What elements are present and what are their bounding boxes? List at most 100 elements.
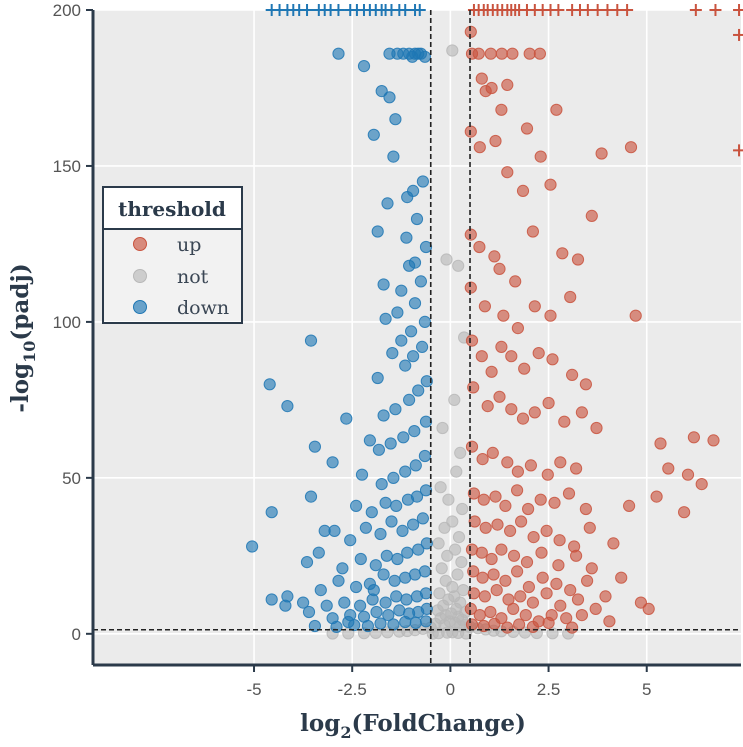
point-down xyxy=(370,605,383,619)
point-down xyxy=(383,91,396,104)
point-down xyxy=(391,552,404,566)
point-up xyxy=(495,340,508,353)
point-up xyxy=(484,47,497,60)
point-not xyxy=(440,253,453,266)
point-not xyxy=(450,465,463,478)
capped-down-point xyxy=(413,4,426,16)
point-up xyxy=(476,453,489,466)
point-down xyxy=(355,468,369,481)
point-up xyxy=(564,290,577,304)
point-up xyxy=(478,300,491,313)
point-down xyxy=(416,512,429,525)
point-up xyxy=(548,496,561,509)
point-not xyxy=(454,446,467,459)
capped-up-point xyxy=(733,144,743,157)
x-axis-title: log2(FoldChange) xyxy=(300,710,526,742)
axes: 0 50 100 150 200 -5 -2.5 0 2.5 5 xyxy=(53,1,741,699)
point-down xyxy=(383,47,396,60)
point-up xyxy=(546,353,559,366)
point-down xyxy=(388,574,401,587)
point-down xyxy=(412,543,425,556)
point-up xyxy=(507,549,521,562)
point-down xyxy=(263,378,276,391)
point-up xyxy=(595,147,608,160)
point-down xyxy=(371,371,384,385)
point-up xyxy=(489,490,502,503)
capped-up-point xyxy=(552,4,565,16)
point-down xyxy=(354,599,367,612)
x-tick-label: 5 xyxy=(642,680,651,699)
point-up xyxy=(562,487,576,500)
point-up xyxy=(533,47,547,60)
point-up xyxy=(484,605,497,619)
point-up xyxy=(554,599,567,612)
point-down xyxy=(412,384,425,397)
point-down xyxy=(418,315,431,328)
point-down xyxy=(389,113,402,126)
point-not xyxy=(460,627,473,640)
point-up xyxy=(510,565,524,578)
point-down xyxy=(390,590,403,603)
point-down xyxy=(369,559,382,572)
point-up xyxy=(473,609,486,622)
point-up xyxy=(615,571,628,584)
point-down xyxy=(371,225,384,238)
point-up xyxy=(524,459,538,472)
point-up xyxy=(540,587,553,600)
point-down xyxy=(330,620,343,634)
point-up xyxy=(629,309,642,322)
point-up xyxy=(505,350,518,363)
point-down xyxy=(246,540,259,553)
point-down xyxy=(395,334,408,347)
point-up xyxy=(522,502,535,516)
point-not xyxy=(434,481,447,494)
point-not xyxy=(455,556,468,569)
point-down xyxy=(380,549,393,562)
point-down xyxy=(390,499,403,512)
point-down xyxy=(401,493,415,506)
point-up xyxy=(501,621,514,634)
point-up xyxy=(514,590,527,603)
legend-label-down: down xyxy=(177,297,229,319)
point-down xyxy=(420,537,433,550)
point-up xyxy=(624,141,638,154)
point-up xyxy=(488,617,501,630)
point-down xyxy=(332,47,345,60)
point-down xyxy=(350,580,363,594)
point-up xyxy=(541,468,554,481)
point-down xyxy=(308,440,321,453)
point-up xyxy=(678,506,691,519)
x-tick-label: 2.5 xyxy=(537,680,561,699)
point-down xyxy=(361,619,374,633)
legend-title: threshold xyxy=(118,197,226,221)
capped-down-point xyxy=(301,4,314,16)
point-up xyxy=(583,521,596,534)
point-not xyxy=(446,44,459,57)
point-down xyxy=(385,515,398,528)
point-down xyxy=(377,568,390,581)
point-down xyxy=(265,593,278,606)
legend: threshold up not down xyxy=(102,186,243,324)
point-down xyxy=(372,443,385,456)
point-up xyxy=(511,465,525,478)
point-down xyxy=(379,496,392,509)
point-down xyxy=(403,259,416,272)
point-up xyxy=(552,559,565,572)
point-up xyxy=(556,247,569,260)
point-down xyxy=(409,616,422,630)
point-down xyxy=(410,212,424,226)
capped-up-point xyxy=(733,28,743,41)
point-up xyxy=(599,590,612,603)
point-up xyxy=(527,531,540,544)
point-up xyxy=(528,406,541,419)
point-up xyxy=(550,103,563,116)
point-up xyxy=(523,47,536,60)
point-down xyxy=(384,437,397,450)
point-down xyxy=(410,590,424,603)
x-tick-label: 0 xyxy=(446,680,455,699)
point-up xyxy=(579,502,593,516)
point-up xyxy=(481,400,494,413)
point-up xyxy=(486,446,499,459)
point-up xyxy=(532,347,545,360)
